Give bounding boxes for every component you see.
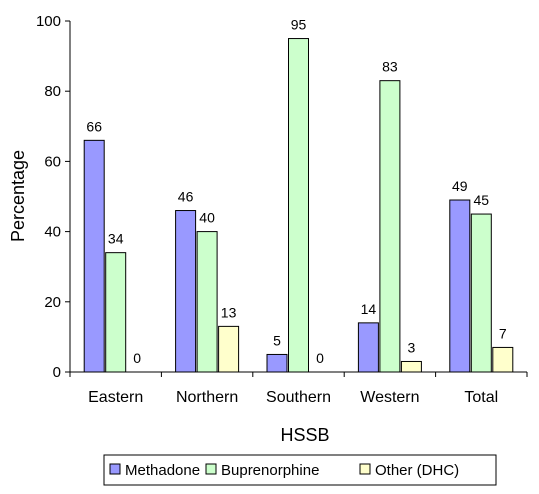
- bar: [492, 346, 514, 373]
- data-label: 66: [86, 118, 102, 134]
- y-tick-label: 40: [44, 224, 61, 241]
- data-label: 83: [382, 59, 398, 75]
- bar: [196, 231, 218, 373]
- y-tick-label: 100: [36, 13, 61, 30]
- legend-label: Other (DHC): [375, 462, 459, 479]
- y-tick-label: 80: [44, 83, 61, 100]
- y-tick-label: 60: [44, 153, 61, 170]
- x-category-label: Western: [360, 389, 419, 406]
- legend-label: Buprenorphine: [221, 462, 319, 479]
- bar: [266, 353, 288, 373]
- data-label: 14: [361, 301, 377, 317]
- data-label: 49: [452, 178, 468, 194]
- bar: [83, 139, 105, 373]
- y-axis-title: Percentage: [8, 150, 28, 242]
- x-category-label: Southern: [266, 389, 331, 406]
- data-labels: 66 34 0 46 40 13 5 95 0 14 83 3 49 45 7: [86, 17, 506, 366]
- bar: [218, 325, 240, 373]
- bar: [400, 360, 422, 373]
- data-label: 45: [474, 192, 490, 208]
- data-label: 3: [408, 339, 416, 355]
- data-label: 34: [108, 231, 124, 247]
- data-label: 40: [199, 210, 215, 226]
- y-tick-label: 20: [44, 294, 61, 311]
- data-label: 13: [221, 304, 237, 320]
- legend-swatch: [109, 463, 121, 475]
- x-category-label: Total: [464, 389, 498, 406]
- legend-swatch: [205, 463, 217, 475]
- y-tick-label: 0: [53, 364, 61, 381]
- x-axis-title: HSSB: [280, 425, 329, 445]
- bar: [175, 210, 197, 373]
- data-label: 5: [273, 332, 281, 348]
- data-label: 0: [133, 350, 141, 366]
- y-axis: 0 20 40 60 80 100: [36, 13, 71, 381]
- legend-swatch: [359, 463, 371, 475]
- data-label: 7: [499, 325, 507, 341]
- bar: [379, 80, 401, 373]
- bars: [83, 38, 514, 373]
- legend-box: [103, 454, 497, 486]
- legend: Methadone Buprenorphine Other (DHC): [103, 454, 497, 486]
- data-label: 46: [178, 189, 194, 205]
- bar: [288, 38, 309, 373]
- x-category-label: Eastern: [88, 389, 143, 406]
- legend-label: Methadone: [125, 462, 200, 479]
- x-category-label: Northern: [176, 389, 238, 406]
- bar: [470, 213, 492, 373]
- data-label: 0: [316, 350, 324, 366]
- bar: [449, 199, 471, 373]
- data-label: 95: [291, 17, 307, 33]
- bar: [105, 252, 127, 373]
- x-axis: Eastern Northern Southern Western Total: [69, 371, 528, 406]
- bar: [357, 322, 379, 373]
